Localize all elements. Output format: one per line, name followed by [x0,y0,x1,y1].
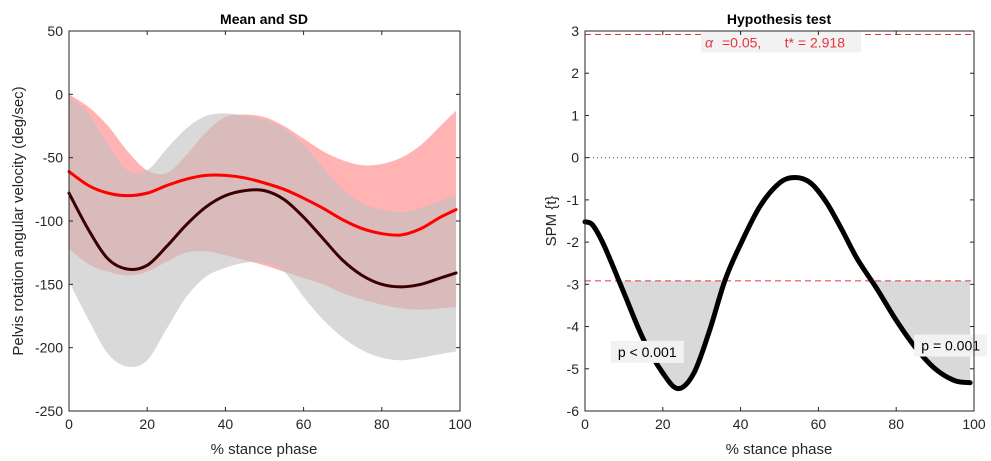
right-y-ticks: 3 2 1 0 -1 -2 -3 -4 -5 -6 [567,23,974,419]
y-tick-label: -2 [567,234,580,250]
y-tick-label: -200 [35,340,63,356]
threshold-label: =0.05, t* = 2.918 [722,34,845,50]
p-label-box-0 [610,340,684,363]
threshold-label-group: α =0.05, t* = 2.918 [701,30,861,53]
alpha-symbol: α [705,34,714,50]
y-tick-label: -150 [35,276,63,292]
x-tick-label: 40 [218,416,234,432]
hypothesis-test-panel: p < 0.001 p = 0.001 α =0.05, t* = 2.918 0 2… [543,11,988,458]
left-x-ticks: 0 20 40 60 80 100 [65,31,472,432]
y-tick-label: 0 [55,86,63,102]
sd-band-1 [69,96,457,368]
p-label-box-1 [914,334,988,357]
cluster-area-1 [872,280,971,383]
y-tick-label: 1 [571,107,579,123]
y-tick-label: -250 [35,403,63,419]
x-tick-label: 60 [811,416,827,432]
y-tick-label: -4 [567,319,580,335]
y-tick-label: -3 [567,276,580,292]
x-tick-label: 80 [888,416,904,432]
left-x-axis-label: % stance phase [211,441,318,458]
y-tick-label: 50 [47,23,63,39]
x-tick-label: 100 [962,416,986,432]
cluster-p-value-0: p < 0.001 [618,344,677,360]
left-y-axis-label: Pelvis rotation angular velocity (deg/se… [10,86,27,355]
y-tick-label: -5 [567,361,580,377]
cluster-area-0 [620,280,725,389]
right-y-axis-label: SPM {t} [543,196,560,247]
spm-curve [582,175,973,392]
mean-sd-panel: 0 20 40 60 80 100 50 0 -50 -100 -150 -200 -250 Mean… [10,11,472,458]
suprathreshold-clusters [620,280,971,389]
x-tick-label: 60 [296,416,312,432]
x-tick-label: 40 [733,416,749,432]
y-tick-label: -50 [43,150,63,166]
left-y-ticks: 50 0 -50 -100 -150 -200 -250 [35,23,460,419]
right-x-ticks: 0 20 40 60 80 100 [581,31,986,432]
mean-lines [67,170,458,289]
threshold-label-box [701,30,861,53]
left-chart-title: Mean and SD [220,11,308,27]
y-tick-label: -100 [35,213,63,229]
mean-line-0 [67,170,458,237]
cluster-p-value-1: p = 0.001 [921,338,980,354]
spm-t-curve [582,175,973,392]
x-tick-label: 0 [581,416,589,432]
x-tick-label: 20 [139,416,155,432]
y-tick-label: 0 [571,150,579,166]
x-tick-label: 0 [65,416,73,432]
x-tick-label: 100 [448,416,472,432]
y-tick-label: -6 [567,403,580,419]
right-chart-title: Hypothesis test [727,11,832,27]
sd-bands [69,94,457,368]
cluster-p-labels: p < 0.001 p = 0.001 [610,334,988,363]
right-plot-frame [584,30,975,412]
y-tick-label: 3 [571,23,579,39]
x-tick-label: 80 [374,416,390,432]
y-tick-label: -1 [567,192,580,208]
y-tick-label: 2 [571,65,579,81]
mean-line-1 [67,188,458,289]
x-tick-label: 20 [655,416,671,432]
right-x-axis-label: % stance phase [726,441,833,458]
